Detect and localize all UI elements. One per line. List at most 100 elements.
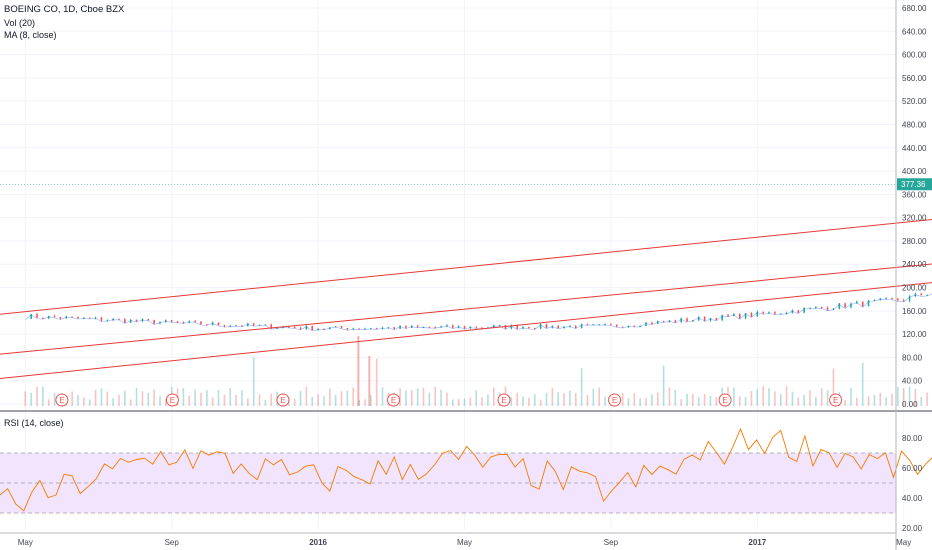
volume-bar [422, 387, 425, 406]
volume-bar [914, 388, 917, 406]
candle-body [738, 313, 741, 319]
volume-bar [639, 398, 641, 406]
candle-body [645, 322, 647, 327]
time-tick-label: May [457, 538, 472, 547]
volume-bar [820, 388, 823, 406]
volume-bar [686, 393, 688, 406]
candle-body [428, 326, 431, 328]
volume-bar [738, 396, 741, 406]
candle-body [299, 327, 302, 330]
volume-bar [200, 392, 202, 406]
volume-bar [77, 395, 79, 406]
volume-bar [381, 387, 384, 406]
candle-body [861, 301, 864, 307]
candle-body [920, 293, 923, 296]
price-tick-label: 80.00 [902, 353, 923, 362]
candle-body [721, 314, 723, 321]
candle-body [42, 317, 44, 319]
price-tick-label: 200.00 [902, 284, 927, 293]
price-tick-label: 120.00 [902, 330, 927, 339]
candle-body [217, 322, 220, 326]
candle-body [247, 323, 249, 327]
volume-bar [42, 386, 44, 406]
volume-bar [756, 388, 759, 406]
volume-bar [106, 391, 109, 406]
earnings-marker-label: E [391, 396, 396, 405]
volume-bar [211, 397, 214, 406]
earnings-marker [386, 393, 400, 407]
volume-bar [223, 394, 226, 406]
volume-bar [861, 362, 864, 406]
candle-body [762, 311, 764, 314]
candle-body [610, 324, 612, 326]
volume-bar [692, 393, 694, 406]
candle-body [270, 324, 273, 329]
volume-bar [645, 397, 647, 406]
volume-bar [241, 390, 243, 406]
volume-legend[interactable]: Vol (20) [4, 18, 36, 28]
ma-legend[interactable]: MA (8, close) [4, 30, 57, 40]
volume-bar [311, 396, 314, 406]
price-tick-label: 160.00 [902, 307, 927, 316]
volume-bar [317, 394, 319, 406]
price-tick-label: 600.00 [902, 51, 927, 60]
candle-body [539, 324, 542, 329]
candle-body [803, 307, 805, 313]
candle-body [451, 325, 454, 328]
time-tick-label: 2017 [748, 538, 766, 547]
volume-bar [147, 392, 150, 406]
volume-bar [30, 392, 32, 406]
time-tick-label: 2016 [309, 538, 327, 547]
price-tick-label: 40.00 [902, 377, 923, 386]
candle-body [100, 317, 103, 321]
volume-bar [774, 391, 776, 406]
candle-body [674, 320, 677, 323]
volume-bar [528, 397, 530, 406]
volume-bar [235, 394, 237, 406]
volume-bar [399, 388, 401, 406]
volume-spike [357, 336, 360, 406]
candle-body [258, 324, 261, 326]
volume-bar [340, 391, 343, 406]
volume-bar [703, 393, 706, 406]
candle-body [592, 324, 595, 326]
candle-body [850, 303, 852, 308]
candle-body [311, 325, 314, 331]
candle-body [633, 325, 636, 327]
earnings-marker [55, 393, 69, 407]
candle-body [106, 320, 109, 322]
volume-bar [750, 391, 753, 406]
candle-body [908, 296, 911, 301]
price-tick-label: 640.00 [902, 27, 927, 36]
volume-bar [662, 365, 665, 406]
candle-body [147, 319, 150, 321]
price-tick-label: 680.00 [902, 4, 927, 13]
channel-red-middle [0, 263, 932, 355]
volume-bar [264, 399, 267, 406]
volume-bar [153, 389, 155, 406]
volume-bar [598, 387, 600, 406]
volume-bar [416, 388, 419, 406]
volume-bar [428, 392, 431, 406]
volume-spike [368, 356, 371, 406]
symbol-legend[interactable]: BOEING CO, 1D, Cboe BZX [4, 4, 125, 15]
volume-bar [850, 387, 852, 406]
volume-bar [826, 390, 829, 406]
candle-body [375, 328, 378, 330]
volume-bar [768, 388, 770, 406]
candle-body [926, 294, 928, 296]
volume-bar [159, 396, 161, 406]
candle-body [223, 325, 226, 327]
volume-bar [908, 386, 911, 406]
volume-bar [258, 394, 261, 406]
candle-body [346, 328, 349, 330]
volume-bar [762, 386, 764, 406]
volume-bar [627, 398, 630, 406]
volume-bar [188, 395, 191, 406]
candle-body [59, 317, 62, 319]
price-tick-label: 560.00 [902, 74, 927, 83]
candle-body [170, 320, 173, 322]
candle-body [129, 319, 132, 323]
candle-body [662, 321, 665, 323]
rsi-legend[interactable]: RSI (14, close) [4, 418, 64, 428]
